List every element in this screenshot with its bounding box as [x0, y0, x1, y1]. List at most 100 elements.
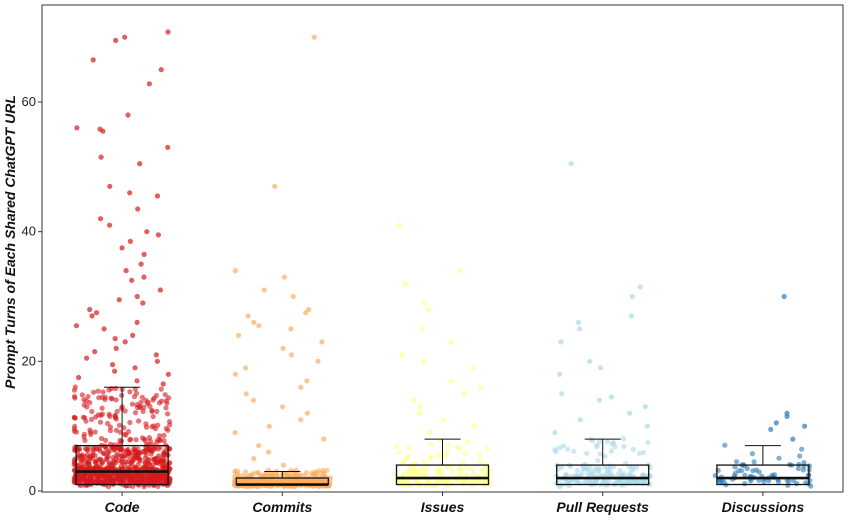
outlier-point	[470, 365, 476, 371]
data-point	[83, 418, 89, 424]
y-axis-label: Prompt Turns of Each Shared ChatGPT URL	[2, 95, 18, 389]
data-point	[150, 413, 156, 420]
data-point	[609, 472, 615, 478]
data-point	[103, 437, 109, 443]
data-point	[104, 456, 110, 462]
series-points-commits	[231, 34, 333, 490]
outlier-point	[129, 277, 135, 283]
data-point	[607, 467, 613, 473]
data-point	[94, 446, 100, 452]
data-point	[88, 454, 94, 461]
data-point	[129, 449, 135, 455]
outlier-point	[134, 378, 140, 384]
data-point	[255, 470, 261, 476]
outlier-point	[110, 362, 116, 368]
data-point	[232, 469, 238, 475]
x-category-label: Commits	[252, 499, 312, 515]
outlier-point	[113, 37, 119, 44]
data-point	[116, 466, 122, 472]
outlier-point	[165, 29, 171, 35]
data-point	[776, 455, 782, 461]
outlier-point	[134, 319, 140, 325]
box-iqr	[556, 464, 650, 486]
data-point	[401, 459, 407, 465]
data-point	[301, 472, 307, 478]
data-point	[115, 457, 122, 463]
data-point	[114, 408, 120, 414]
outlier-point	[627, 410, 633, 416]
data-point	[161, 465, 167, 471]
data-point	[117, 481, 123, 487]
data-point	[597, 451, 603, 457]
outlier-point	[419, 326, 425, 332]
outlier-point	[127, 238, 133, 244]
outlier-point	[266, 449, 272, 455]
data-point	[117, 429, 123, 435]
data-point	[105, 420, 111, 427]
data-point	[109, 445, 115, 451]
data-point	[78, 457, 85, 463]
data-point	[443, 452, 449, 458]
data-point	[141, 465, 148, 471]
outlier-point	[245, 313, 251, 319]
data-point	[83, 477, 90, 483]
data-point	[127, 419, 133, 426]
data-point	[116, 422, 122, 428]
outlier-point	[130, 332, 136, 338]
data-point	[799, 446, 805, 452]
data-point	[436, 478, 443, 484]
data-point	[120, 466, 126, 472]
outlier-point	[154, 358, 160, 364]
data-point	[592, 465, 598, 472]
outlier-point	[243, 365, 249, 371]
outlier-point	[112, 368, 118, 374]
data-point	[127, 437, 133, 443]
data-point	[579, 470, 586, 476]
data-point	[274, 472, 280, 478]
outlier-point	[76, 374, 82, 381]
data-point	[132, 386, 138, 392]
outlier-point	[311, 34, 317, 40]
outlier-point	[557, 371, 563, 377]
data-point	[100, 473, 106, 479]
data-point	[150, 397, 156, 403]
outlier-point	[123, 268, 129, 274]
data-point	[128, 475, 134, 481]
data-point	[108, 395, 114, 401]
data-point	[406, 444, 412, 450]
data-point	[82, 446, 89, 452]
data-point	[722, 442, 728, 448]
outlier-point	[448, 378, 455, 384]
outlier-point	[107, 222, 113, 228]
data-point	[155, 437, 161, 443]
outlier-point	[644, 423, 650, 429]
box-issues	[395, 438, 490, 486]
outlier-point	[559, 391, 565, 397]
data-point	[147, 438, 153, 444]
data-point	[756, 469, 762, 475]
data-point	[146, 461, 153, 467]
data-point	[92, 429, 98, 435]
x-category-label: Issues	[421, 499, 465, 515]
y-tick-label: 60	[22, 94, 36, 109]
data-point	[149, 475, 155, 481]
y-tick-label: 20	[22, 353, 36, 368]
data-point	[428, 441, 434, 447]
outlier-point	[577, 417, 583, 423]
data-point	[418, 467, 424, 474]
data-point	[311, 472, 317, 478]
outlier-point	[642, 404, 649, 410]
outlier-point	[637, 284, 643, 290]
data-point	[123, 432, 129, 438]
data-point	[136, 418, 142, 424]
data-point	[396, 450, 402, 456]
data-point	[113, 397, 119, 403]
outlier-point	[597, 365, 604, 371]
data-point	[134, 404, 141, 411]
data-point	[560, 443, 567, 449]
data-point	[795, 465, 802, 472]
outlier-point	[290, 293, 296, 300]
data-point	[403, 479, 409, 485]
data-point	[104, 478, 110, 484]
data-point	[142, 437, 148, 443]
